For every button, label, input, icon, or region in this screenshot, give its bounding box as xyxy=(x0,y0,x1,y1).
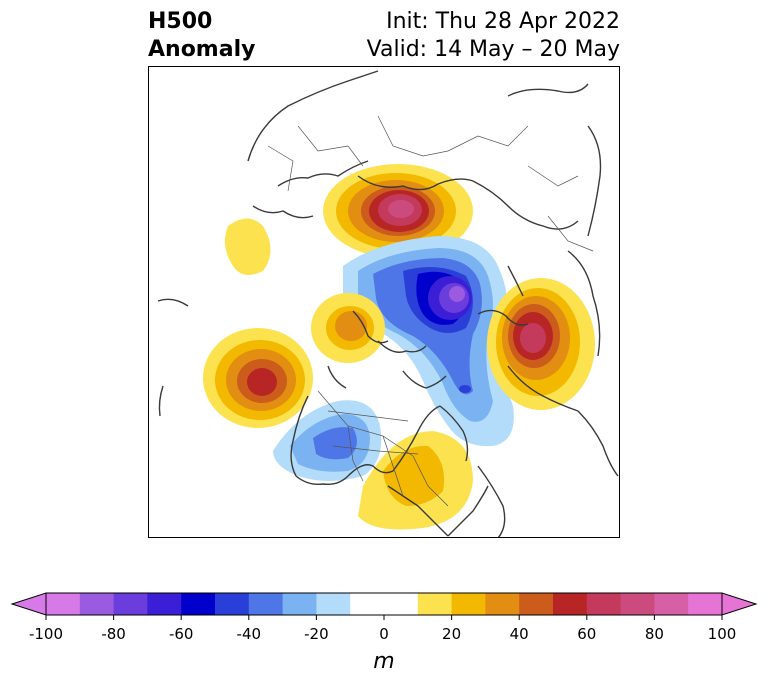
colorbar-cells xyxy=(46,593,723,615)
anomaly-western-europe xyxy=(224,218,271,275)
colorbar-cell xyxy=(350,593,385,615)
anomaly-western-us xyxy=(273,400,382,481)
colorbar: -100 -80 -60 -40 -20 0 20 40 60 80 100 m xyxy=(10,592,758,674)
colorbar-cell xyxy=(688,593,723,615)
variable-title: H500 xyxy=(148,9,213,34)
colorbar-cell xyxy=(519,593,554,615)
valid-dates: Valid: 14 May – 20 May xyxy=(366,37,620,62)
title-right: Init: Thu 28 Apr 2022 Valid: 14 May – 20… xyxy=(367,8,620,64)
anomaly-central-siberia xyxy=(487,278,595,410)
colorbar-cell xyxy=(384,593,419,615)
colorbar-tick-label: -100 xyxy=(29,625,63,643)
colorbar-cell xyxy=(654,593,689,615)
colorbar-tick-label: 20 xyxy=(442,625,461,643)
colorbar-cell xyxy=(147,593,182,615)
title-left: H500 Anomaly xyxy=(148,8,255,64)
colorbar-tick-label: 0 xyxy=(379,625,389,643)
anomaly-eastern-us xyxy=(358,431,473,530)
anomaly-north-pacific xyxy=(203,328,313,428)
anomaly-greenland-negative xyxy=(343,236,514,447)
colorbar-cell xyxy=(451,593,486,615)
colorbar-cell xyxy=(248,593,283,615)
colorbar-ticks: -100 -80 -60 -40 -20 0 20 40 60 80 100 xyxy=(29,615,736,643)
coastlines xyxy=(157,70,619,538)
init-date: Init: Thu 28 Apr 2022 xyxy=(386,9,620,34)
country-borders xyxy=(267,115,594,507)
colorbar-cell xyxy=(485,593,520,615)
colorbar-tick-label: -80 xyxy=(101,625,126,643)
colorbar-tick-label: -60 xyxy=(169,625,194,643)
colorbar-cell xyxy=(79,593,114,615)
colorbar-tick-label: 80 xyxy=(645,625,664,643)
colorbar-cell xyxy=(181,593,216,615)
colorbar-extend-right xyxy=(721,592,758,616)
colorbar-tick-label: 100 xyxy=(708,625,737,643)
colorbar-tick-label: 60 xyxy=(577,625,596,643)
anomaly-central-asia xyxy=(311,293,385,363)
colorbar-cell xyxy=(215,593,250,615)
colorbar-cell xyxy=(620,593,655,615)
anomaly-arctic-west xyxy=(459,385,471,393)
colorbar-tick-label: -40 xyxy=(237,625,262,643)
colorbar-extend-left xyxy=(10,592,47,616)
anomaly-map xyxy=(148,66,620,538)
colorbar-cell xyxy=(46,593,81,615)
colorbar-tick-label: -20 xyxy=(304,625,329,643)
colorbar-cell xyxy=(586,593,621,615)
map-frame xyxy=(148,66,620,538)
colorbar-cell xyxy=(282,593,317,615)
colorbar-tick-label: 40 xyxy=(510,625,529,643)
colorbar-cell xyxy=(316,593,351,615)
colorbar-unit-label: m xyxy=(373,649,394,674)
colorbar-cell xyxy=(113,593,148,615)
colorbar-cell xyxy=(417,593,452,615)
anomaly-western-russia xyxy=(323,164,473,258)
field-title: Anomaly xyxy=(148,37,256,62)
colorbar-cell xyxy=(553,593,588,615)
